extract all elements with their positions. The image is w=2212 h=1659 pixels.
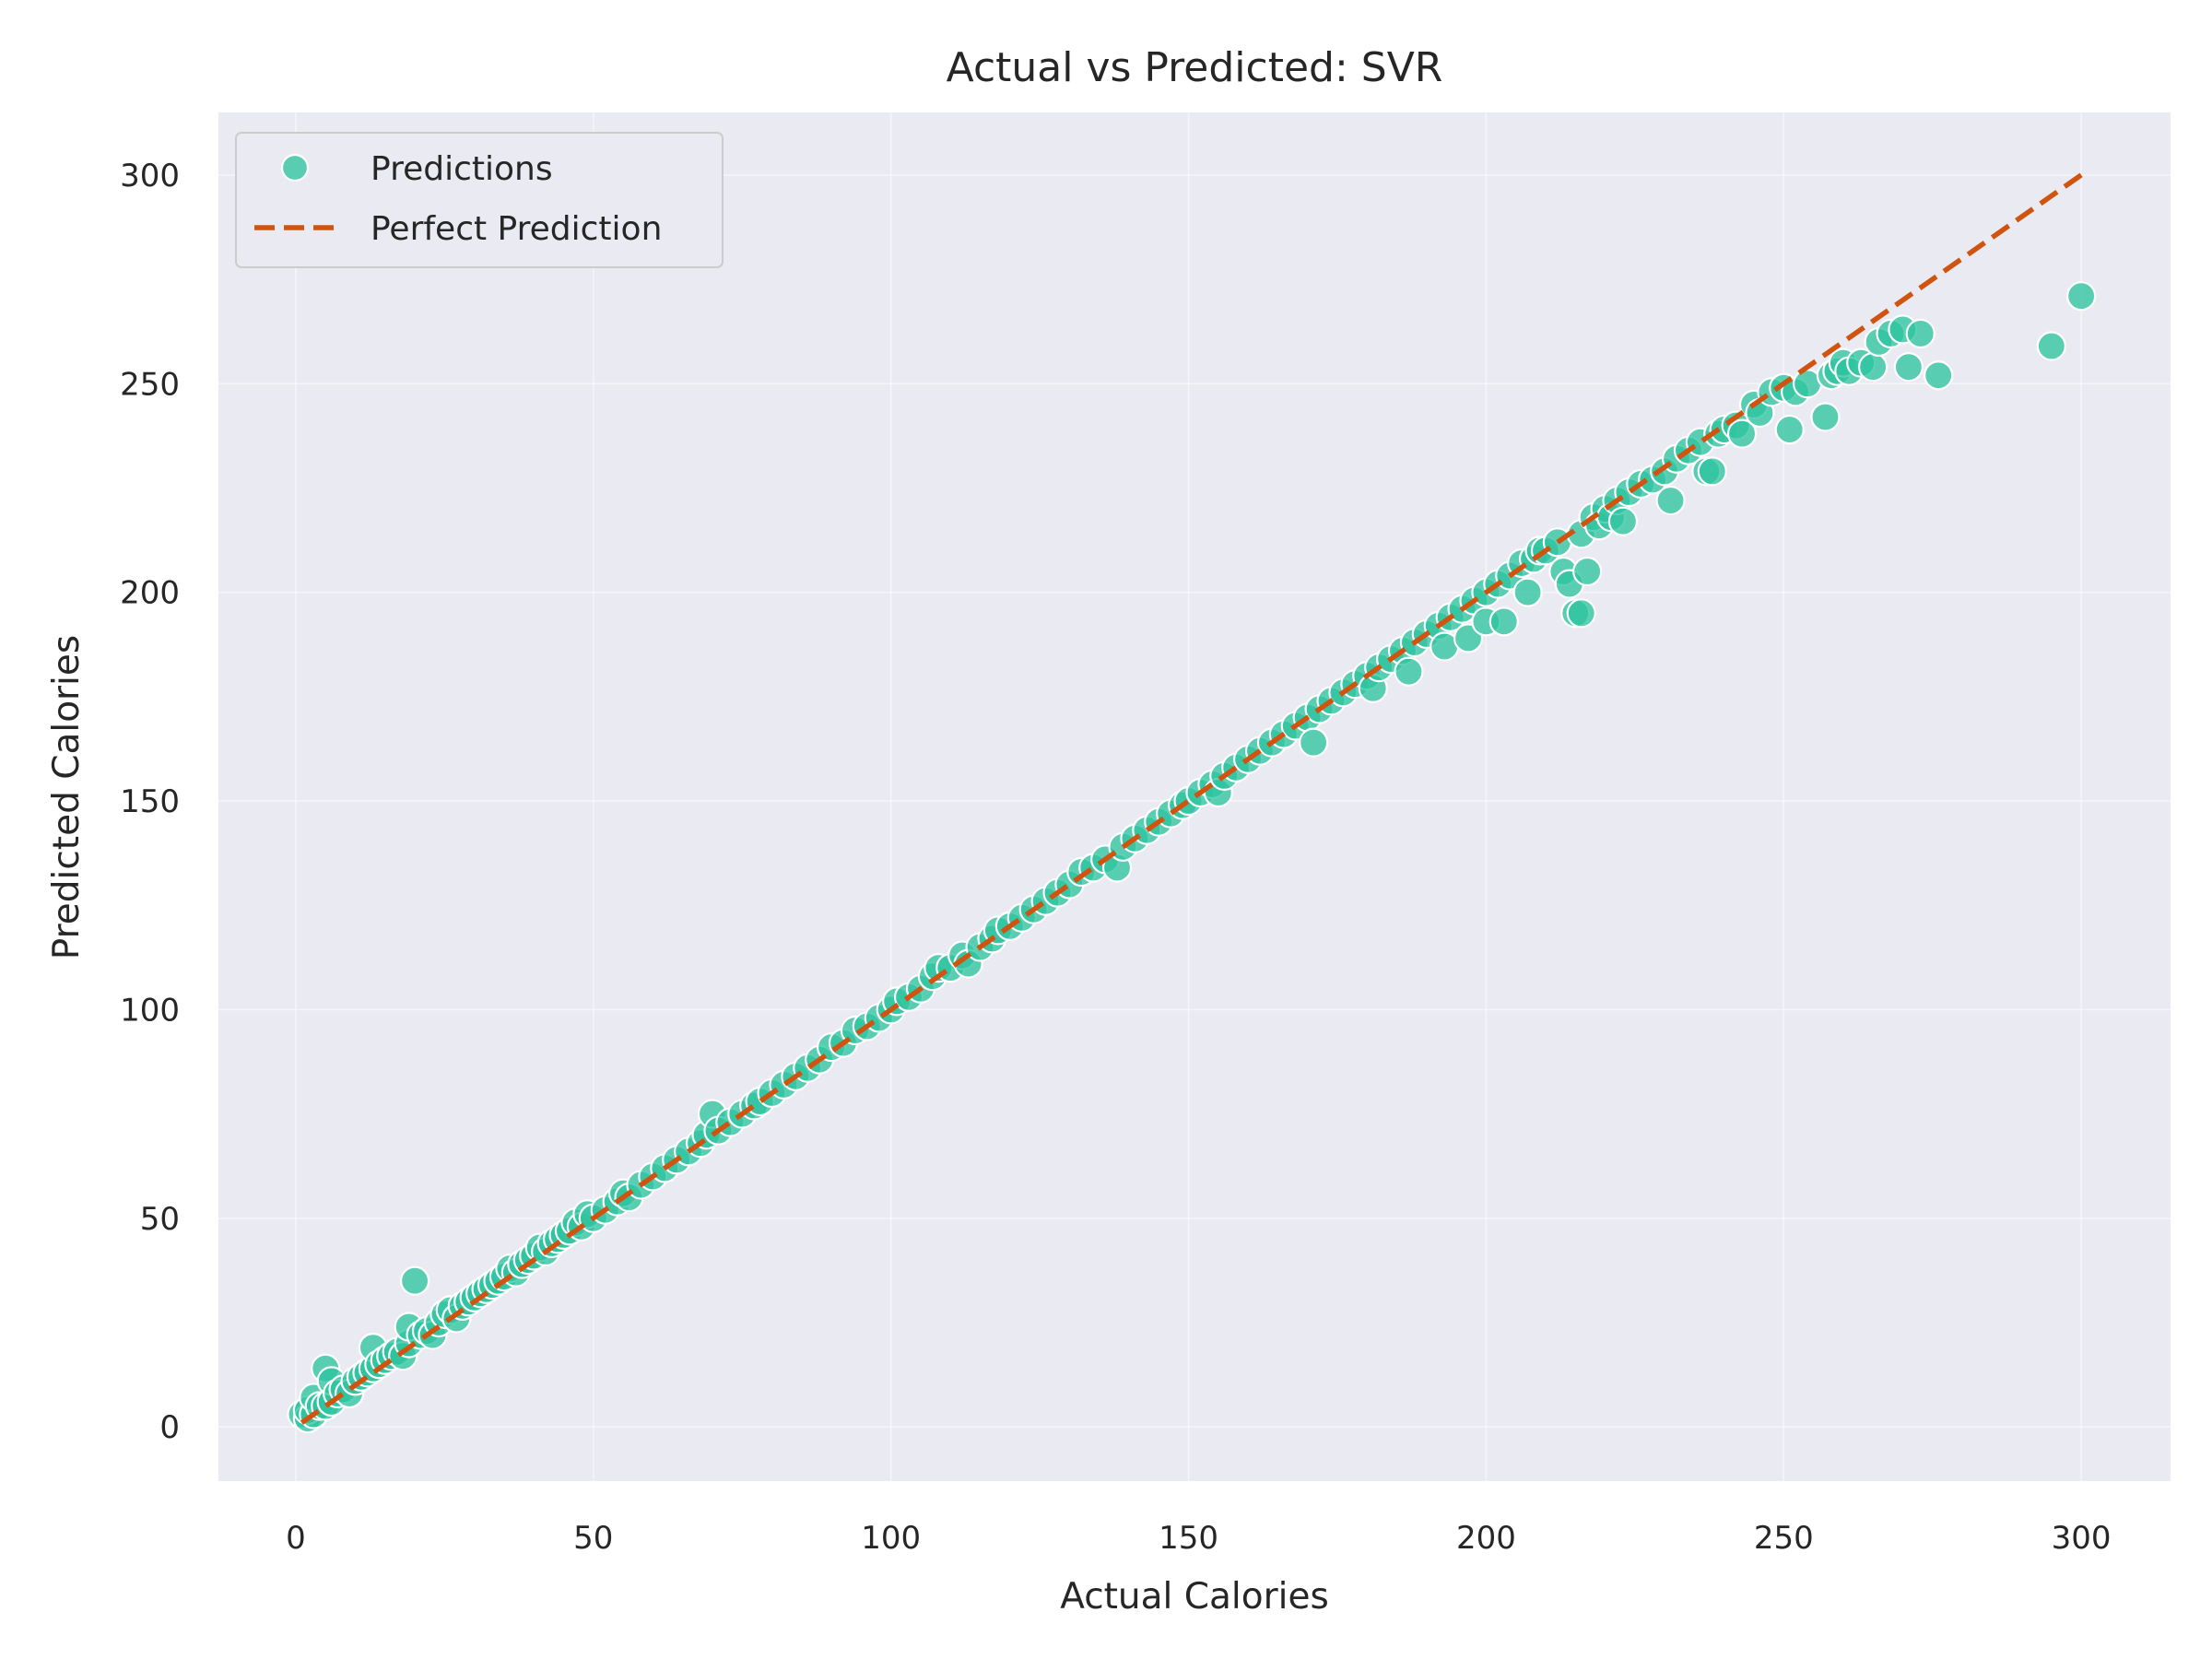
- prediction-point: [1893, 352, 1924, 382]
- prediction-point: [1774, 414, 1805, 445]
- x-tick-label: 250: [1754, 1520, 1814, 1557]
- legend-box: [235, 132, 724, 268]
- y-tick-label: 50: [140, 1201, 180, 1238]
- x-tick-label: 50: [573, 1520, 613, 1557]
- prediction-point: [1810, 402, 1841, 432]
- x-tick-label: 150: [1159, 1520, 1218, 1557]
- prediction-point: [1299, 727, 1329, 758]
- y-tick-labels: 0 50 100 150 200 250 300: [120, 158, 180, 1446]
- y-tick-label: 250: [120, 366, 180, 403]
- chart-title: Actual vs Predicted: SVR: [947, 44, 1443, 91]
- perfect-prediction-line-layer: [300, 172, 2083, 1425]
- prediction-point: [1572, 556, 1603, 587]
- y-tick-label: 150: [120, 783, 180, 820]
- legend-marker-predictions: [280, 153, 310, 182]
- prediction-point: [1394, 656, 1424, 687]
- prediction-point: [1726, 418, 1758, 449]
- y-tick-label: 300: [120, 158, 180, 194]
- x-tick-label: 100: [861, 1520, 921, 1557]
- x-tick-label: 200: [1456, 1520, 1516, 1557]
- x-tick-label: 0: [286, 1520, 306, 1557]
- prediction-point: [1905, 318, 1936, 349]
- prediction-point: [1858, 352, 1888, 382]
- legend-label-perfect-prediction: Perfect Prediction: [371, 210, 662, 248]
- prediction-point: [1566, 598, 1596, 629]
- prediction-points: [287, 281, 2097, 1434]
- x-axis-label: Actual Calories: [1060, 1576, 1329, 1618]
- prediction-point: [1607, 506, 1639, 536]
- prediction-point: [1697, 456, 1727, 487]
- perfect-prediction-line: [300, 172, 2083, 1425]
- y-tick-label: 200: [120, 575, 180, 612]
- prediction-point: [399, 1265, 430, 1296]
- y-axis-label: Predicted Calories: [46, 635, 88, 960]
- prediction-point: [2066, 281, 2097, 312]
- prediction-point: [1924, 360, 1954, 391]
- x-tick-label: 300: [2052, 1520, 2112, 1557]
- y-tick-label: 100: [120, 992, 180, 1029]
- x-tick-labels: 0 50 100 150 200 250 300: [286, 1520, 2111, 1557]
- prediction-point: [2036, 331, 2066, 361]
- prediction-point: [1488, 606, 1519, 637]
- legend-label-predictions: Predictions: [371, 150, 553, 188]
- prediction-point: [1655, 485, 1686, 516]
- prediction-point: [1512, 577, 1543, 607]
- y-tick-label: 0: [159, 1409, 180, 1446]
- legend: Predictions Perfect Prediction: [235, 132, 724, 268]
